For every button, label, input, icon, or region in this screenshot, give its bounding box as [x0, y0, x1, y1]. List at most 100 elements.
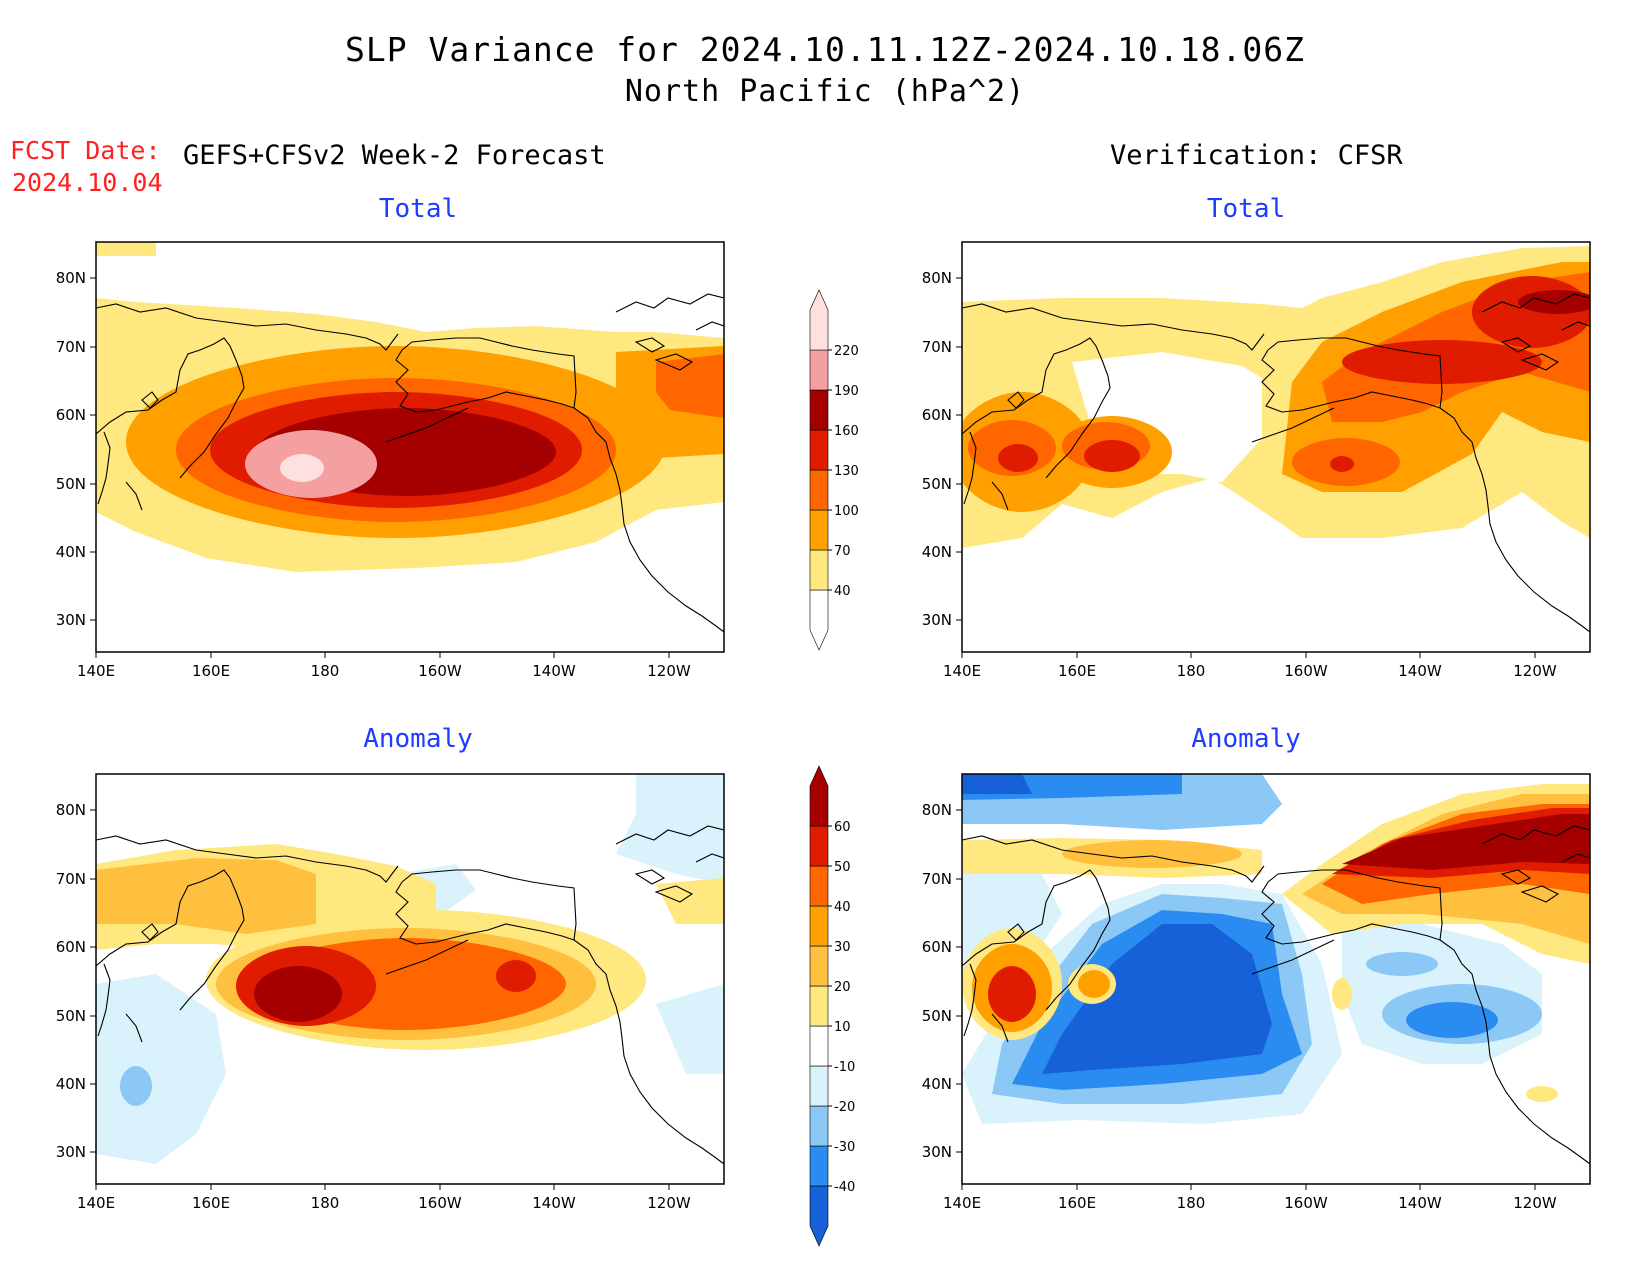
colorbar-label: 160: [834, 424, 859, 439]
colorbar-label: 40: [834, 900, 851, 915]
contour-10: [1332, 978, 1352, 1010]
x-tick-label: 180: [311, 1194, 340, 1212]
colorbar-swatch: [809, 905, 829, 947]
x-tick-label: 120W: [1513, 1194, 1557, 1212]
y-tick-label: 40N: [922, 543, 952, 561]
y-tick-label: 30N: [922, 611, 952, 629]
colorbar-swatch: [809, 1025, 829, 1067]
x-tick-label: 180: [1177, 1194, 1206, 1212]
x-tick-label: 160W: [1284, 662, 1328, 680]
map-verification-total: 140E 160E 180 160W 140W 120W 80N 70N 60N 50N 40N 30…: [922, 241, 1591, 680]
contour-neg10: [616, 774, 724, 884]
contour-100: [656, 354, 724, 418]
contour-160: [1518, 290, 1590, 314]
colorbar-label: -10: [834, 1060, 855, 1075]
fcst-date-value: 2024.10.04: [12, 168, 163, 197]
colorbar-label: 10: [834, 1020, 851, 1035]
contour-neg10: [96, 974, 226, 1164]
contour-neg20: [1366, 952, 1438, 976]
contour-50: [254, 966, 342, 1022]
colorbar-swatch: [809, 469, 829, 511]
colorbar-total: 40 70 100 130 160 190 220: [809, 289, 859, 651]
x-tick-label: 160E: [1058, 662, 1096, 680]
x-tick-label: 140E: [943, 1194, 981, 1212]
colorbar-label: -40: [834, 1180, 855, 1195]
y-tick-label: 80N: [56, 801, 86, 819]
x-tick-label: 160E: [192, 1194, 230, 1212]
y-tick-label: 60N: [56, 406, 86, 424]
contour-20: [96, 858, 316, 934]
contour-60: [1342, 814, 1590, 870]
y-tick-label: 40N: [922, 1075, 952, 1093]
contour-20: [1062, 840, 1242, 868]
y-tick-label: 50N: [56, 1007, 86, 1025]
y-tick-label: 80N: [922, 801, 952, 819]
x-tick-label: 160W: [418, 1194, 462, 1212]
colorbar-swatch: [809, 825, 829, 867]
colorbar-label: 50: [834, 860, 851, 875]
y-tick-label: 70N: [56, 338, 86, 356]
colorbar-swatch: [809, 509, 829, 551]
contour-neg20: [120, 1066, 152, 1106]
y-tick-label: 50N: [56, 475, 86, 493]
x-tick-label: 180: [311, 662, 340, 680]
contour-10: [1526, 1086, 1558, 1102]
colorbar-swatch: [809, 1185, 829, 1247]
panel-title-forecast-anomaly: Anomaly: [363, 724, 473, 754]
colorbar-anomaly: -40 -30 -20 -10 10 20 30 40 50 60: [809, 765, 855, 1247]
y-tick-label: 40N: [56, 1075, 86, 1093]
contour-neg30: [1406, 1002, 1498, 1038]
x-tick-label: 140W: [532, 1194, 576, 1212]
map-frame: [95, 241, 725, 653]
contour-40: [96, 242, 156, 256]
contour-neg10: [656, 984, 724, 1074]
y-tick-label: 60N: [56, 938, 86, 956]
page-subtitle: North Pacific (hPa^2): [624, 74, 1026, 109]
colorbar-label: 130: [834, 464, 859, 479]
y-tick-label: 70N: [922, 870, 952, 888]
colorbar-label: -20: [834, 1100, 855, 1115]
colorbar-label: 70: [834, 544, 851, 559]
fcst-date-label: FCST Date:: [10, 136, 161, 165]
contour-130: [1330, 456, 1354, 472]
x-tick-label: 160E: [1058, 1194, 1096, 1212]
contour-130: [1342, 340, 1542, 384]
y-tick-label: 40N: [56, 543, 86, 561]
map-frame: [95, 773, 725, 1185]
contour-130: [1084, 440, 1140, 472]
colorbar-swatch: [809, 865, 829, 907]
x-tick-label: 140E: [77, 1194, 115, 1212]
x-tick-label: 120W: [1513, 662, 1557, 680]
colorbar-swatch: [809, 1105, 829, 1147]
contour-40: [988, 966, 1036, 1022]
contour-40: [496, 960, 536, 992]
contour-130: [998, 444, 1038, 472]
colorbar-swatch: [809, 429, 829, 471]
colorbar-label: 100: [834, 504, 859, 519]
colorbar-swatch: [809, 1065, 829, 1107]
colorbar-label: 190: [834, 384, 859, 399]
colorbar-swatch: [809, 1145, 829, 1187]
x-tick-label: 160E: [192, 662, 230, 680]
x-tick-label: 140E: [943, 662, 981, 680]
x-tick-label: 140E: [77, 662, 115, 680]
x-tick-label: 140W: [532, 662, 576, 680]
contour-neg40: [962, 774, 1032, 794]
contour-10: [656, 878, 724, 924]
colorbar-label: 220: [834, 344, 859, 359]
colorbar-swatch: [809, 349, 829, 391]
x-tick-label: 160W: [1284, 1194, 1328, 1212]
y-tick-label: 80N: [922, 269, 952, 287]
panel-title-verification-anomaly: Anomaly: [1191, 724, 1301, 754]
x-tick-label: 180: [1177, 662, 1206, 680]
map-forecast-total: 140E 160E 180 160W 140W 120W 80N 70N 60N 50N 40N 30…: [56, 241, 725, 680]
verification-heading: Verification: CFSR: [1110, 140, 1403, 171]
colorbar-swatch: [809, 549, 829, 591]
y-tick-label: 60N: [922, 938, 952, 956]
colorbar-swatch: [809, 765, 829, 827]
y-tick-label: 30N: [56, 1143, 86, 1161]
page-title: SLP Variance for 2024.10.11.12Z-2024.10.…: [345, 30, 1305, 69]
contour-220: [280, 454, 324, 482]
colorbar-swatch: [809, 985, 829, 1027]
colorbar-label: 40: [834, 584, 851, 599]
